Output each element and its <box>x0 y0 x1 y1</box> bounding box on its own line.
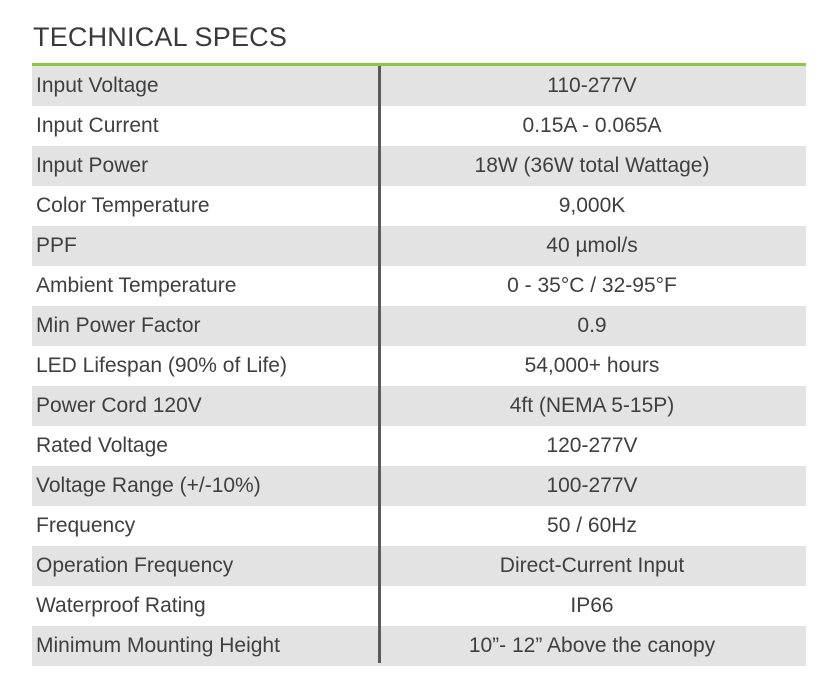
spec-label: Input Current <box>36 114 159 137</box>
table-row: Minimum Mounting Height 10”- 12” Above t… <box>32 626 806 666</box>
spec-value: 110-277V <box>547 74 637 97</box>
spec-label: Rated Voltage <box>36 434 168 457</box>
table-row: Frequency 50 / 60Hz <box>32 506 806 546</box>
spec-value: 10”- 12” Above the canopy <box>468 634 716 657</box>
table-row: Waterproof Rating IP66 <box>32 586 806 626</box>
spec-value: 4ft (NEMA 5-15P) <box>509 394 675 417</box>
spec-label: Power Cord 120V <box>36 394 202 417</box>
table-row: Operation Frequency Direct-Current Input <box>32 546 806 586</box>
spec-label: Min Power Factor <box>36 314 201 337</box>
spec-value: 50 / 60Hz <box>547 514 637 537</box>
table-row: Input Power 18W (36W total Wattage) <box>32 146 806 186</box>
spec-label: Color Temperature <box>36 194 210 217</box>
spec-label: Ambient Temperature <box>36 274 237 297</box>
spec-value: Direct-Current Input <box>499 554 685 577</box>
spec-label: PPF <box>36 234 77 257</box>
spec-value: 0 - 35°C / 32-95°F <box>507 274 677 297</box>
spec-value: 9,000K <box>558 194 626 217</box>
spec-value: 120-277V <box>546 434 638 457</box>
spec-value: 18W (36W total Wattage) <box>474 154 710 177</box>
title-accent-rule <box>32 63 806 66</box>
table-row: Min Power Factor 0.9 <box>32 306 806 346</box>
spec-label: LED Lifespan (90% of Life) <box>36 354 287 377</box>
spec-label: Voltage Range (+/-10%) <box>36 474 261 497</box>
spec-label: Minimum Mounting Height <box>36 634 280 657</box>
spec-value: 0.15A - 0.065A <box>522 114 662 137</box>
table-row: Input Current 0.15A - 0.065A <box>32 106 806 146</box>
column-divider <box>378 66 381 663</box>
spec-label: Frequency <box>36 514 136 537</box>
spec-label: Input Power <box>36 154 149 177</box>
spec-value: 40 µmol/s <box>546 234 638 257</box>
table-row: LED Lifespan (90% of Life) 54,000+ hours <box>32 346 806 386</box>
table-row: Rated Voltage 120-277V <box>32 426 806 466</box>
page-title: TECHNICAL SPECS <box>33 22 288 52</box>
spec-value: IP66 <box>570 594 614 617</box>
spec-value: 0.9 <box>577 314 607 337</box>
table-row: Voltage Range (+/-10%) 100-277V <box>32 466 806 506</box>
spec-value: 54,000+ hours <box>524 354 660 377</box>
table-row: PPF 40 µmol/s <box>32 226 806 266</box>
spec-label: Waterproof Rating <box>36 594 206 617</box>
table-row: Power Cord 120V 4ft (NEMA 5-15P) <box>32 386 806 426</box>
spec-label: Operation Frequency <box>36 554 234 577</box>
spec-label: Input Voltage <box>36 74 159 97</box>
table-row: Input Voltage 110-277V <box>32 66 806 106</box>
table-row: Color Temperature 9,000K <box>32 186 806 226</box>
specs-table: Input Voltage 110-277V Input Current 0.1… <box>32 66 806 666</box>
table-row: Ambient Temperature 0 - 35°C / 32-95°F <box>32 266 806 306</box>
spec-value: 100-277V <box>546 474 638 497</box>
